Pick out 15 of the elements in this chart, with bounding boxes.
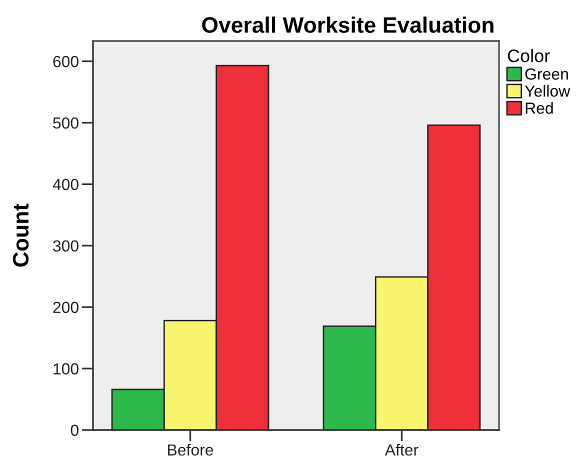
legend-label: Yellow [524, 85, 570, 97]
x-tick-label: After [384, 444, 418, 456]
y-tick-label: 300 [53, 240, 78, 252]
x-tick-label: Before [168, 444, 214, 456]
y-tick-label: 500 [53, 117, 78, 129]
legend-label: Green [525, 68, 568, 80]
legend-title: Color [508, 48, 550, 62]
y-tick-label: 400 [52, 178, 78, 190]
y-tick-label: 200 [53, 302, 78, 314]
y-tick-label: 0 [70, 424, 78, 436]
y-tick-label: 100 [54, 363, 78, 374]
legend-label: Red [526, 102, 553, 114]
y-axis-title: Count [12, 204, 29, 267]
chart-title: Overall Worksite Evaluation [202, 16, 494, 33]
y-tick-label: 600 [53, 56, 78, 68]
